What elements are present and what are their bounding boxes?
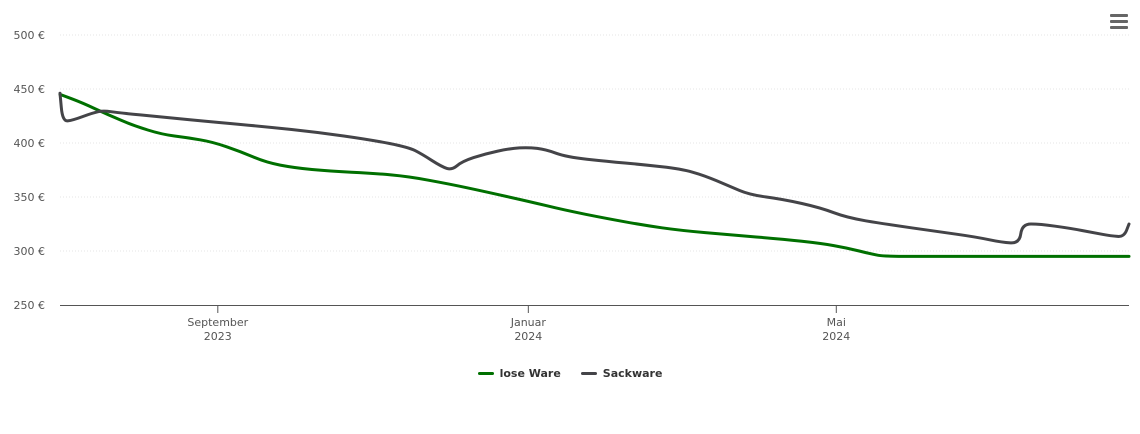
series-lines: [58, 91, 1131, 258]
y-tick-label: 350 €: [14, 191, 46, 204]
legend-item-sackware[interactable]: Sackware: [580, 366, 663, 380]
grid-lines: [60, 34, 1129, 252]
x-tick-label-year: 2023: [204, 330, 232, 343]
y-tick-label: 400 €: [14, 137, 46, 150]
x-tick-label-month: Januar: [510, 316, 547, 329]
series-line-sackware[interactable]: [58, 91, 1131, 245]
x-tick-label-month: September: [187, 316, 248, 329]
y-tick-label: 500 €: [14, 29, 46, 42]
x-tick-label-month: Mai: [827, 316, 846, 329]
legend-item-lose-ware[interactable]: lose Ware: [477, 366, 561, 380]
legend-swatch-lose-ware: [477, 371, 494, 375]
legend-swatch-sackware: [580, 371, 597, 375]
y-tick-label: 300 €: [14, 245, 46, 258]
legend: lose Ware Sackware: [0, 362, 1140, 384]
legend-label-sackware: Sackware: [602, 366, 663, 380]
menu-icon[interactable]: [1110, 14, 1128, 29]
series-line-lose-ware[interactable]: [58, 92, 1131, 258]
x-tick-label-year: 2024: [822, 330, 850, 343]
y-tick-label: 450 €: [14, 83, 46, 96]
y-tick-label: 250 €: [14, 299, 46, 312]
x-tick-label-year: 2024: [514, 330, 542, 343]
legend-label-lose-ware: lose Ware: [499, 366, 561, 380]
y-axis: 250 € 300 € 350 € 400 € 450 € 500 €: [14, 29, 46, 312]
